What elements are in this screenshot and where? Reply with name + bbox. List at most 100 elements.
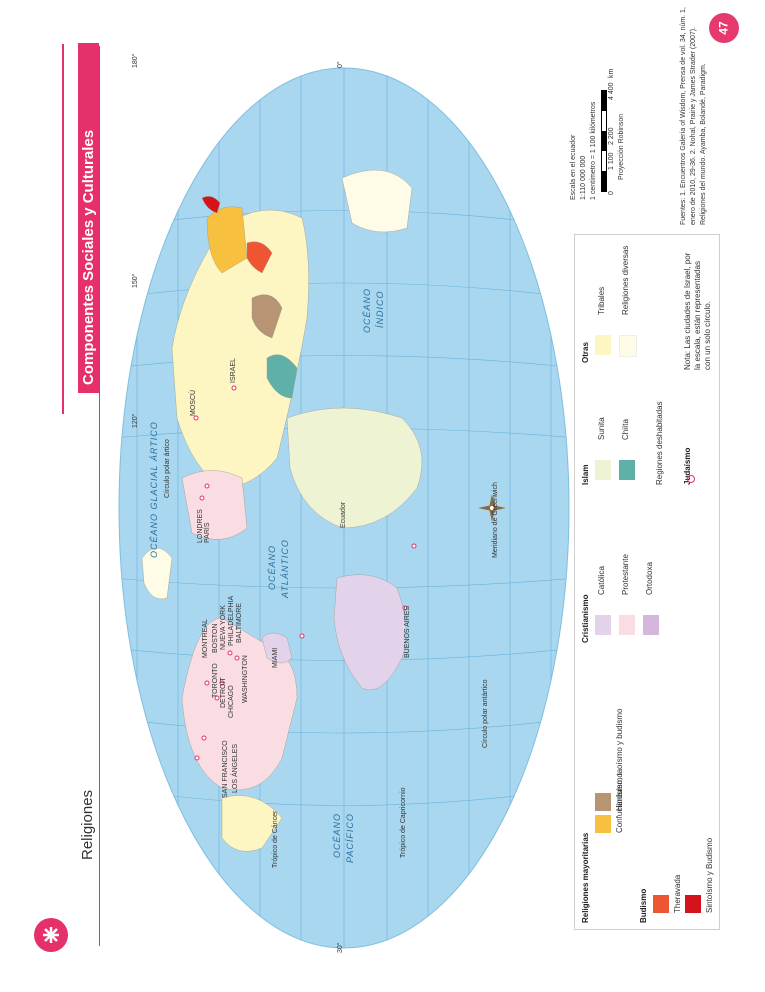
arctic-circle-label: Círculo polar ártico [164,439,171,498]
alaska-canada-land [221,795,283,852]
ocean-label-atlantic-2: ATLÁNTICO [280,539,290,598]
section-title: Componentes Sociales y Culturales [80,129,97,385]
legend-heading-majority: Religiones mayoritarias [581,832,590,923]
tropic-of-capricorn-label: Trópico de Capricornio [400,787,407,858]
judaism-circle-icon [687,475,695,483]
legend-swatch-shinto [685,895,701,913]
australia-land [341,169,413,233]
india-land [251,294,283,339]
southeast-asia-land [246,241,273,274]
lon-mark-3: 120° [132,413,139,428]
mexico-land [261,632,293,664]
ocean-label-indian-2: ÍNDICO [375,290,385,329]
legend-label-protestant: Protestante [621,554,630,595]
world-map: OCÉANO GLACIAL ÁRTICO OCÉANO ATLÁNTICO O… [112,54,577,958]
greenland-land [141,547,173,600]
lat-mark-2: 30° [337,942,344,953]
page-number: 47 [716,21,731,35]
section-band [78,43,99,393]
north-america-land [181,617,298,791]
scale-equivalence: 1 centímetro = 1 100 kilómetros [590,101,597,200]
legend-swatch-diverse [619,335,637,357]
equator-label: Ecuador [340,501,347,528]
legend-heading-islam: Islam [581,464,590,485]
series-logo-icon [34,918,68,952]
page-title: Religiones [79,789,96,860]
legend-swatch-hinduism [595,793,611,811]
europe-land [181,470,248,540]
legend-note: Nota: Las ciudades de Israel, por la esc… [683,252,712,370]
map-legend: Religiones mayoritarias Confucianismo, t… [574,234,720,930]
legend-label-orthodox: Ortodoxa [645,562,654,595]
legend-label-catholic: Católica [597,566,606,595]
lon-mark-2: 150° [132,273,139,288]
legend-swatch-tribal [595,335,611,355]
city-label-montreal: MONTREAL [202,619,209,658]
scale-ratio: 1:110 000 000 [580,155,587,200]
ocean-label-atlantic-1: OCÉANO [267,544,277,590]
greenwich-meridian-label: Meridiano de Greenwich [492,482,499,558]
legend-swatch-shia [619,460,635,480]
legend-label-shia: Chiíta [621,419,630,440]
scale-heading: Escala en el ecuador [570,134,577,200]
africa-land [286,407,423,529]
legend-label-hinduism: Hinduismo [615,773,624,811]
city-label-chicago: CHICAGO [228,685,235,718]
japan-land [201,196,221,214]
world-map-svg [118,67,570,949]
city-label-buenos-aires: BUENOS AIRES [404,605,411,658]
scale-tick-0: 0 [608,191,615,195]
projection-name: Proyección Robinson [618,113,625,180]
legend-swatch-catholic [595,615,611,635]
scale-bar [601,90,607,192]
legend-heading-buddhism: Budismo [639,888,648,923]
city-label-israel: ISRAEL [230,358,237,383]
city-label-detroit: DETROIT [220,677,227,708]
legend-swatch-theravada [653,895,669,913]
legend-label-shinto: Sintoísmo y Budismo [705,837,714,913]
ocean-label-pacific-1: OCÉANO [332,812,342,858]
city-label-san-francisco: SAN FRANCISCO [222,740,229,798]
legend-label-diverse: Religiones diversas [621,245,630,315]
page-rule [99,46,100,946]
city-label-los-angeles: LOS ÁNGELES [232,743,239,793]
lon-mark-1: 180° [132,53,139,68]
scale-tick-1: 1 100 [608,152,615,170]
accent-rule [62,44,64,414]
lat-mark-1: 0° [337,61,344,68]
legend-label-theravada: Theravada [673,874,682,913]
legend-swatch-confucianism [595,815,611,833]
city-label-baltimore: BALTIMORE [236,603,243,643]
scale-tick-3: 4 400 [608,82,615,100]
city-label-new-york: NUEVA YORK [220,605,227,650]
south-america-land [333,574,407,691]
city-label-london: LONDRES [197,509,204,543]
legend-label-sunni: Sunita [597,417,606,440]
city-label-moscow: MOSCÚ [190,389,197,416]
source-line-1: Fuentes: 1. Encuentros Galería of Wisdom… [680,7,687,225]
middle-east-land [266,354,298,399]
ocean-label-indian-1: OCÉANO [362,287,372,333]
legend-label-tribal: Tribales [597,286,606,315]
legend-heading-christianity: Cristianismo [581,594,590,643]
legend-swatch-orthodox [643,615,659,635]
legend-swatch-sunni [595,460,611,480]
scale-unit: km [608,68,615,78]
city-label-philadelphia: PHILADELPHIA [228,595,235,646]
source-line-2: enero de 2010, 29-36. 2. Nohal, Prairie … [690,26,697,225]
legend-heading-other: Otras [581,342,590,363]
city-label-miami: MIAMI [272,647,279,668]
tropic-of-cancer-label: Trópico de Cáncer [272,810,279,868]
page-number-badge: 47 [709,13,739,43]
antarctic-circle-label: Círculo polar antártico [482,679,489,748]
compass-rose-icon [478,494,506,522]
ocean-label-pacific-2: PACÍFICO [345,813,355,863]
ocean-label-arctic: OCÉANO GLACIAL ÁRTICO [149,421,159,558]
city-label-washington: WASHINGTON [242,655,249,703]
source-line-3: Religiones del mundo. Ayamba, Bolandé, P… [700,63,707,225]
legend-swatch-protestant [619,615,635,635]
city-label-boston: BOSTON [212,623,219,653]
scale-tick-2: 2 200 [608,127,615,145]
city-label-paris: PARÍS [204,522,211,544]
legend-label-confucianism: Confucianismo, taoísmo y budismo [615,708,624,834]
